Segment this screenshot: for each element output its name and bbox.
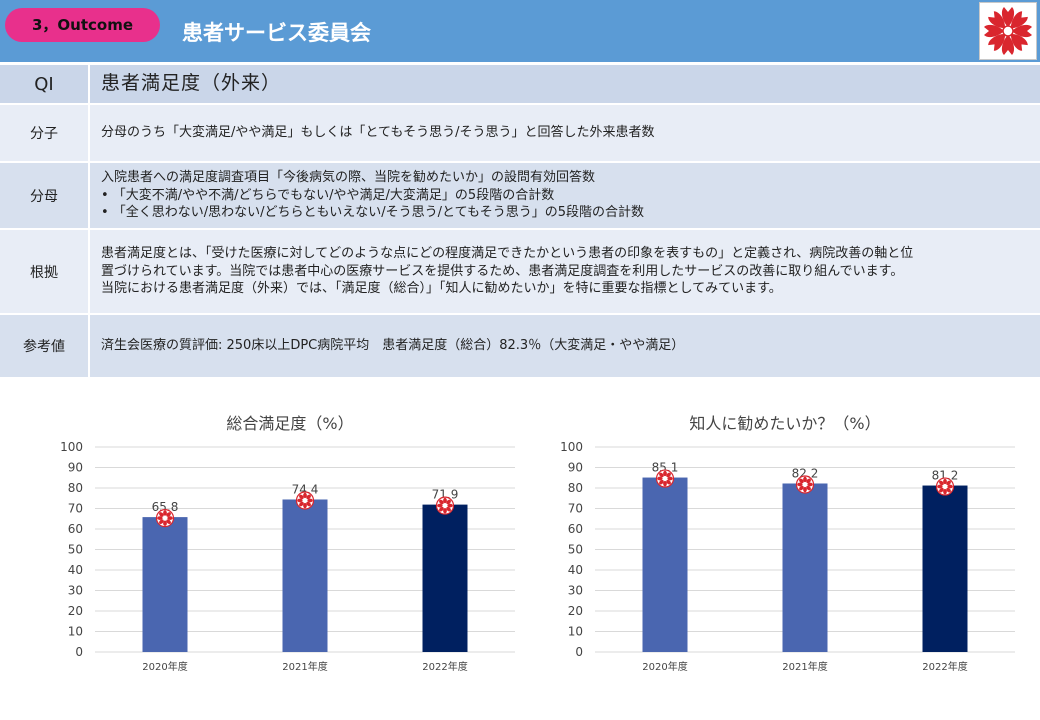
page-title: 患者サービス委員会: [182, 21, 371, 45]
y-tick-label: 80: [568, 481, 583, 495]
denominator-line: • 「全く思わない/思わない/どちらともいえない/そう思う/とてもそう思う」の5…: [101, 205, 645, 221]
bar: [782, 483, 828, 652]
reference-label: 参考値: [0, 315, 90, 377]
y-tick-label: 20: [568, 604, 583, 618]
basis-label: 根拠: [0, 230, 90, 313]
qi-value: 患者満足度（外来）: [101, 72, 282, 95]
reference-text: 済生会医療の質評価: 250床以上DPC病院平均 患者満足度（総合）82.3％（…: [101, 338, 685, 354]
chart-title-overall: 総合満足度（%）: [226, 414, 354, 433]
hospital-emblem-icon: [295, 491, 315, 510]
y-tick-label: 0: [75, 645, 83, 659]
basis-row: 根拠 患者満足度とは、「受けた医療に対してどのような点にどの程度満足できたかとい…: [0, 230, 1040, 315]
y-tick-label: 60: [68, 522, 83, 536]
qi-table: QI 患者満足度（外来） 分子 分母のうち「大変満足/やや満足」もしくは「とても…: [0, 65, 1040, 379]
x-tick-label: 2020年度: [642, 660, 687, 673]
bar: [422, 504, 468, 652]
y-tick-label: 90: [68, 461, 83, 475]
y-tick-label: 50: [68, 543, 83, 557]
y-tick-label: 100: [560, 440, 583, 454]
hospital-emblem-icon: [155, 509, 175, 528]
x-tick-label: 2021年度: [282, 660, 327, 673]
data-label: 71.9: [432, 488, 459, 502]
basis-text: 患者満足度とは、「受けた医療に対してどのような点にどの程度満足できたかという患者…: [90, 230, 1040, 313]
y-tick-label: 10: [568, 625, 583, 639]
y-tick-label: 30: [568, 584, 583, 598]
bar: [282, 499, 328, 652]
y-tick-label: 50: [568, 543, 583, 557]
hospital-emblem-icon: [935, 477, 955, 496]
data-label: 81.2: [932, 469, 959, 483]
chart-title-recommend: 知人に勧めたいか？（%）: [689, 414, 881, 433]
chart-recommend: 0 10 20 30 40 50 60 70 80 90 100 85.1 2020年度 82.2 2021…: [560, 440, 1015, 673]
y-tick-label: 70: [68, 502, 83, 516]
header-bar: 3，Outcome 患者サービス委員会: [0, 0, 1040, 62]
qi-label: QI: [0, 65, 90, 103]
basis-line: 置づけられています。当院では患者中心の医療サービスを提供するため、患者満足度調査…: [101, 263, 904, 279]
hospital-emblem-icon: [795, 475, 815, 494]
qi-row: QI 患者満足度（外来）: [0, 65, 1040, 105]
y-tick-label: 90: [568, 461, 583, 475]
denominator-row: 分母 入院患者への満足度調査項目「今後病気の際、当院を勧めたいか」の設問有効回答…: [0, 163, 1040, 230]
denominator-label: 分母: [0, 163, 90, 228]
reference-row: 参考値 済生会医療の質評価: 250床以上DPC病院平均 患者満足度（総合）82…: [0, 315, 1040, 379]
hospital-emblem-icon: [655, 469, 675, 488]
bar: [142, 517, 188, 652]
bar: [922, 485, 968, 652]
y-tick-label: 40: [68, 563, 83, 577]
data-label: 74.4: [292, 482, 319, 496]
data-label: 65.8: [152, 500, 179, 514]
x-tick-label: 2022年度: [422, 660, 467, 673]
denominator-line: 入院患者への満足度調査項目「今後病気の際、当院を勧めたいか」の設問有効回答数: [101, 170, 596, 186]
bar: [642, 477, 688, 652]
numerator-text: 分母のうち「大変満足/やや満足」もしくは「とてもそう思う/そう思う」と回答した外…: [101, 125, 655, 141]
y-tick-label: 40: [568, 563, 583, 577]
denominator-text: 入院患者への満足度調査項目「今後病気の際、当院を勧めたいか」の設問有効回答数 •…: [90, 163, 1040, 228]
numerator-label: 分子: [0, 105, 90, 161]
y-tick-label: 80: [68, 481, 83, 495]
data-label: 85.1: [652, 461, 679, 475]
x-tick-label: 2022年度: [922, 660, 967, 673]
y-tick-label: 60: [568, 522, 583, 536]
basis-line: 患者満足度とは、「受けた医療に対してどのような点にどの程度満足できたかという患者…: [101, 246, 914, 262]
y-tick-label: 100: [60, 440, 83, 454]
numerator-row: 分子 分母のうち「大変満足/やや満足」もしくは「とてもそう思う/そう思う」と回答…: [0, 105, 1040, 163]
denominator-line: • 「大変不満/やや不満/どちらでもない/やや満足/大変満足」の5段階の合計数: [101, 187, 555, 203]
y-tick-label: 20: [68, 604, 83, 618]
y-tick-label: 30: [68, 584, 83, 598]
chart-overall-satisfaction: 0 10 20 30 40 50 60 70 80 90 100 65.8 2020年度 74.4 2021…: [60, 440, 515, 673]
basis-line: 当院における患者満足度（外来）では、「満足度（総合）」「知人に勧めたいか」を特に…: [101, 281, 782, 297]
outcome-badge: 3，Outcome: [5, 8, 160, 42]
y-tick-label: 0: [575, 645, 583, 659]
hospital-emblem-icon: [435, 496, 455, 515]
y-tick-label: 10: [68, 625, 83, 639]
x-tick-label: 2020年度: [142, 660, 187, 673]
x-tick-label: 2021年度: [782, 660, 827, 673]
data-label: 82.2: [792, 466, 819, 480]
hospital-emblem-icon: [979, 2, 1037, 60]
y-tick-label: 70: [568, 502, 583, 516]
